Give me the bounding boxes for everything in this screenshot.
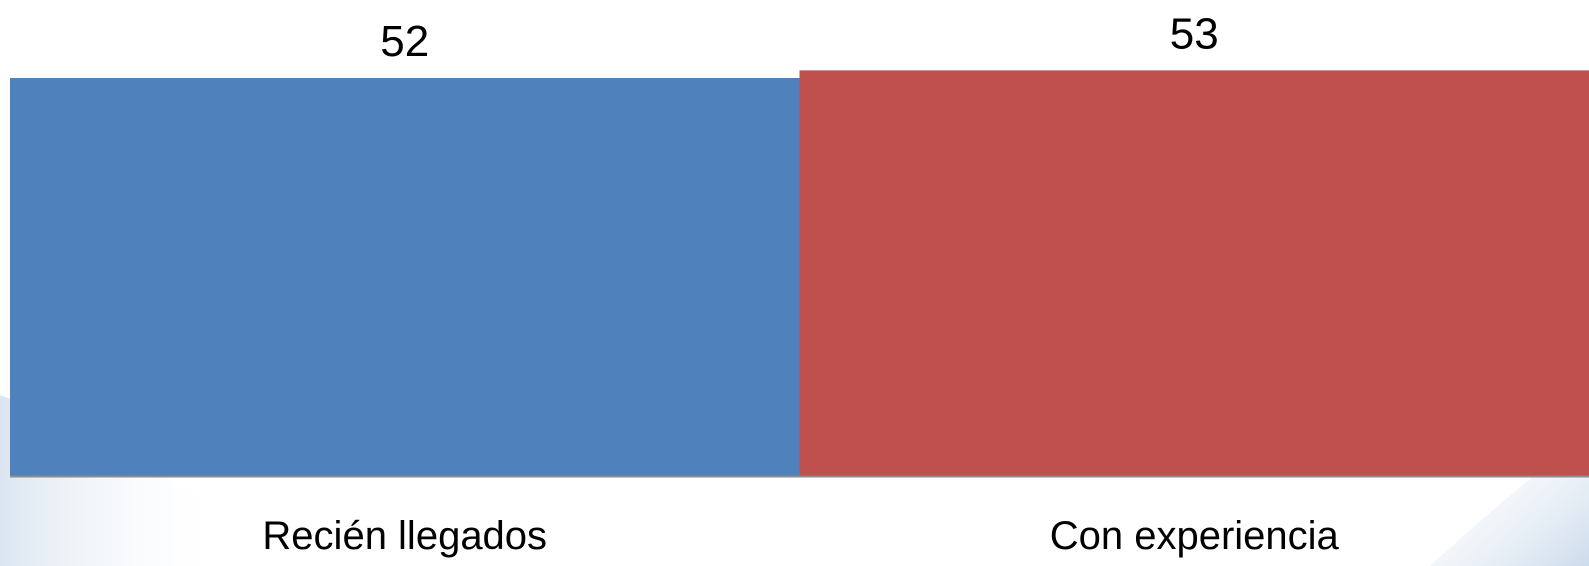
bar-2 [799,70,1589,476]
x-tick-label-2: Con experiencia [1050,514,1340,558]
bar-1 [10,78,800,476]
x-tick-label-1: Recién llegados [262,514,547,558]
data-label-2: 53 [1170,9,1219,58]
data-label-1: 52 [380,17,429,66]
